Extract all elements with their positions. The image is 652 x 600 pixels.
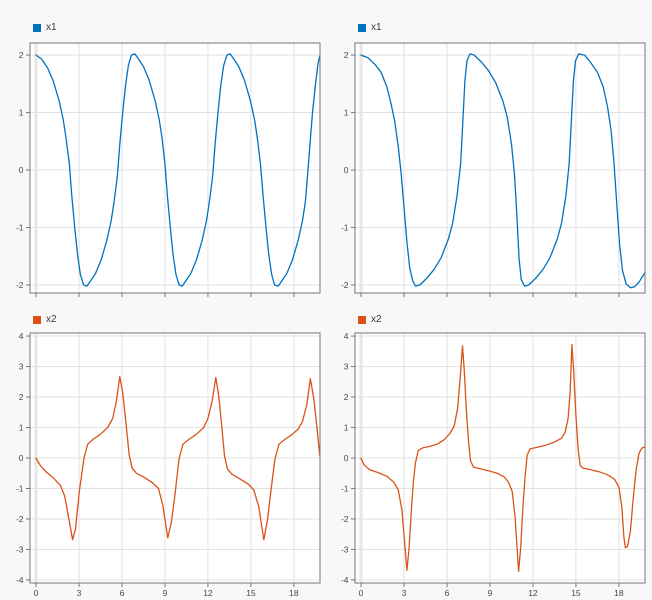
y-tick-label: -1 [16,222,24,232]
y-tick-label: 2 [19,392,24,402]
x-tick-label: 15 [246,298,256,300]
y-tick-label: -1 [341,483,349,493]
y-tick-label: -2 [341,280,349,290]
x-tick-label: 3 [402,298,407,300]
plot-canvas-bottom-left[interactable]: 0 3 6 9 12 15 18 -4 -3 -2 -1 0 1 2 3 4 [0,300,326,600]
legend-swatch-x1 [33,24,41,32]
y-tick-label: 2 [19,50,24,60]
x-tick-label: 9 [488,298,493,300]
y-tick-label: 1 [19,423,24,433]
x-tick-label: 6 [120,588,125,598]
y-tick-label: 1 [344,423,349,433]
y-tick-label: 2 [344,50,349,60]
legend: x1 [33,22,57,34]
plot-canvas-bottom-right[interactable]: 0 3 6 9 12 15 18 -4 -3 -2 -1 0 1 2 3 4 [326,300,652,600]
x-tick-label: 18 [289,588,299,598]
plot-panel-bottom-left: x2 0 3 6 9 12 15 18 -4 -3 -2 -1 0 1 2 3 4 [0,300,326,600]
series-line-x1 [35,53,320,287]
x-tick-label: 9 [488,588,493,598]
x-tick-label: 12 [528,588,538,598]
legend-label: x1 [371,22,382,33]
series-line-x1 [360,53,645,289]
x-tick-label: 9 [163,298,168,300]
x-tick-label: 12 [203,588,213,598]
y-tick-label: -2 [341,514,349,524]
plot-background [355,43,645,293]
y-tick-label: 0 [344,453,349,463]
x-tick-label: 18 [289,298,299,300]
x-tick-label: 3 [77,588,82,598]
x-tick-label: 0 [359,298,364,300]
x-tick-label: 3 [77,298,82,300]
y-tick-label: 3 [344,362,349,372]
y-tick-label: -4 [341,575,349,585]
x-tick-label: 0 [359,588,364,598]
x-tick-label: 18 [614,588,624,598]
y-tick-label: 2 [344,392,349,402]
y-tick-label: 0 [19,453,24,463]
y-tick-label: -3 [341,544,349,554]
y-tick-label: 0 [344,165,349,175]
x-tick-label: 0 [34,298,39,300]
legend-swatch-x2 [358,316,366,324]
y-tick-label: -2 [16,514,24,524]
x-tick-label: 18 [614,298,624,300]
x-tick-label: 0 [34,588,39,598]
y-tick-label: -1 [16,483,24,493]
series-line-x2 [35,375,320,541]
legend-swatch-x2 [33,316,41,324]
x-tick-label: 6 [445,588,450,598]
y-tick-label: -4 [16,575,24,585]
plot-background [30,43,320,293]
y-tick-label: -1 [341,222,349,232]
axes-frame [354,42,646,294]
y-tick-label: 0 [19,165,24,175]
legend: x2 [358,314,382,326]
axes-frame [29,42,321,294]
legend-label: x2 [371,314,382,325]
y-tick-label: 1 [19,108,24,118]
series-line-x2 [360,343,645,573]
legend: x1 [358,22,382,34]
x-tick-label: 15 [246,588,256,598]
x-tick-label: 9 [163,588,168,598]
y-tick-label: 4 [19,331,24,341]
y-tick-label: -2 [16,280,24,290]
legend-label: x2 [46,314,57,325]
x-tick-label: 6 [445,298,450,300]
y-tick-label: 4 [344,331,349,341]
y-tick-label: 1 [344,108,349,118]
x-tick-label: 6 [120,298,125,300]
legend-label: x1 [46,22,57,33]
plot-panel-bottom-right: x2 0 3 6 9 12 15 18 -4 -3 -2 -1 0 1 2 3 4 [326,300,652,600]
y-tick-label: 3 [19,362,24,372]
legend: x2 [33,314,57,326]
x-tick-label: 15 [571,298,581,300]
x-tick-label: 12 [528,298,538,300]
x-tick-label: 15 [571,588,581,598]
x-tick-label: 3 [402,588,407,598]
x-tick-label: 12 [203,298,213,300]
y-tick-label: -3 [16,544,24,554]
legend-swatch-x1 [358,24,366,32]
